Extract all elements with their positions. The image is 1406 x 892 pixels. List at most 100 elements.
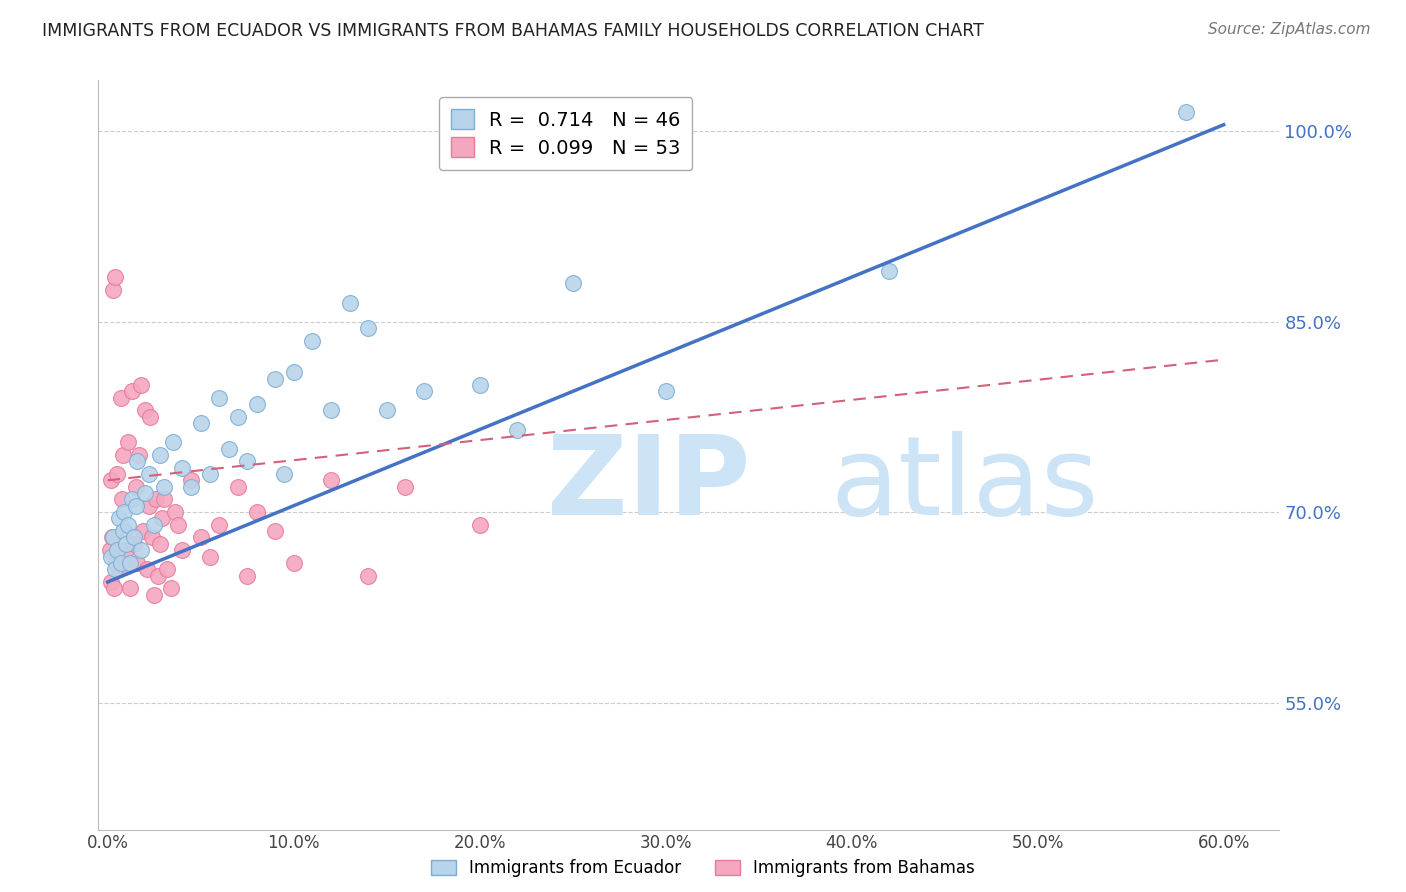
Point [167, 517, 190, 532]
Point [245, 505, 267, 519]
Point [218, 442, 240, 456]
Point [132, 524, 155, 538]
Point [129, 543, 152, 558]
Point [124, 499, 146, 513]
Point [128, 448, 150, 462]
Point [117, 435, 139, 450]
Point [104, 562, 127, 576]
Point [198, 467, 221, 481]
Point [111, 492, 134, 507]
Point [111, 524, 134, 538]
Point [104, 270, 127, 285]
Point [172, 460, 194, 475]
Point [877, 264, 900, 278]
Point [283, 365, 305, 379]
Point [264, 372, 287, 386]
Point [654, 384, 676, 399]
Point [111, 448, 134, 462]
Point [100, 549, 122, 564]
Point [226, 480, 249, 494]
Point [122, 537, 145, 551]
Point [152, 480, 174, 494]
Point [180, 473, 202, 487]
Point [198, 549, 221, 564]
Point [357, 568, 380, 582]
Point [163, 505, 186, 519]
Point [117, 517, 139, 532]
Point [127, 454, 149, 468]
Point [122, 531, 145, 545]
Legend: Immigrants from Ecuador, Immigrants from Bahamas: Immigrants from Ecuador, Immigrants from… [425, 853, 981, 884]
Point [134, 486, 156, 500]
Point [139, 409, 162, 424]
Point [273, 467, 295, 481]
Point [162, 435, 184, 450]
Point [141, 531, 163, 545]
Point [110, 556, 132, 570]
Point [115, 543, 138, 558]
Point [121, 384, 143, 399]
Point [236, 568, 259, 582]
Point [245, 397, 267, 411]
Point [357, 321, 380, 335]
Point [143, 517, 166, 532]
Point [561, 277, 583, 291]
Point [1175, 105, 1198, 120]
Point [114, 524, 136, 538]
Point [108, 511, 131, 525]
Point [152, 492, 174, 507]
Point [127, 556, 149, 570]
Text: IMMIGRANTS FROM ECUADOR VS IMMIGRANTS FROM BAHAMAS FAMILY HOUSEHOLDS CORRELATION: IMMIGRANTS FROM ECUADOR VS IMMIGRANTS FR… [42, 22, 984, 40]
Point [143, 588, 166, 602]
Point [412, 384, 434, 399]
Point [319, 403, 342, 417]
Point [105, 556, 128, 570]
Point [468, 378, 491, 392]
Point [236, 454, 259, 468]
Point [135, 562, 157, 576]
Point [100, 574, 122, 589]
Point [301, 334, 323, 348]
Point [138, 499, 160, 513]
Point [118, 556, 141, 570]
Point [208, 517, 231, 532]
Point [108, 562, 131, 576]
Point [226, 409, 249, 424]
Point [319, 473, 342, 487]
Point [138, 467, 160, 481]
Text: Source: ZipAtlas.com: Source: ZipAtlas.com [1208, 22, 1371, 37]
Point [190, 416, 212, 430]
Point [156, 562, 179, 576]
Text: atlas: atlas [831, 432, 1099, 539]
Point [146, 568, 169, 582]
Point [208, 391, 231, 405]
Point [110, 391, 132, 405]
Point [150, 511, 173, 525]
Point [394, 480, 416, 494]
Point [105, 543, 128, 558]
Point [160, 581, 183, 595]
Point [149, 448, 172, 462]
Point [468, 517, 491, 532]
Point [103, 581, 125, 595]
Point [100, 473, 122, 487]
Point [103, 283, 125, 297]
Point [145, 492, 167, 507]
Point [172, 543, 194, 558]
Point [264, 524, 287, 538]
Point [180, 480, 202, 494]
Point [190, 531, 212, 545]
Point [506, 423, 529, 437]
Point [375, 403, 398, 417]
Point [118, 581, 141, 595]
Point [339, 295, 361, 310]
Point [115, 537, 138, 551]
Point [149, 537, 172, 551]
Point [121, 492, 143, 507]
Point [134, 403, 156, 417]
Point [98, 543, 121, 558]
Point [124, 480, 146, 494]
Point [105, 467, 128, 481]
Text: ZIP: ZIP [547, 432, 751, 539]
Point [103, 531, 125, 545]
